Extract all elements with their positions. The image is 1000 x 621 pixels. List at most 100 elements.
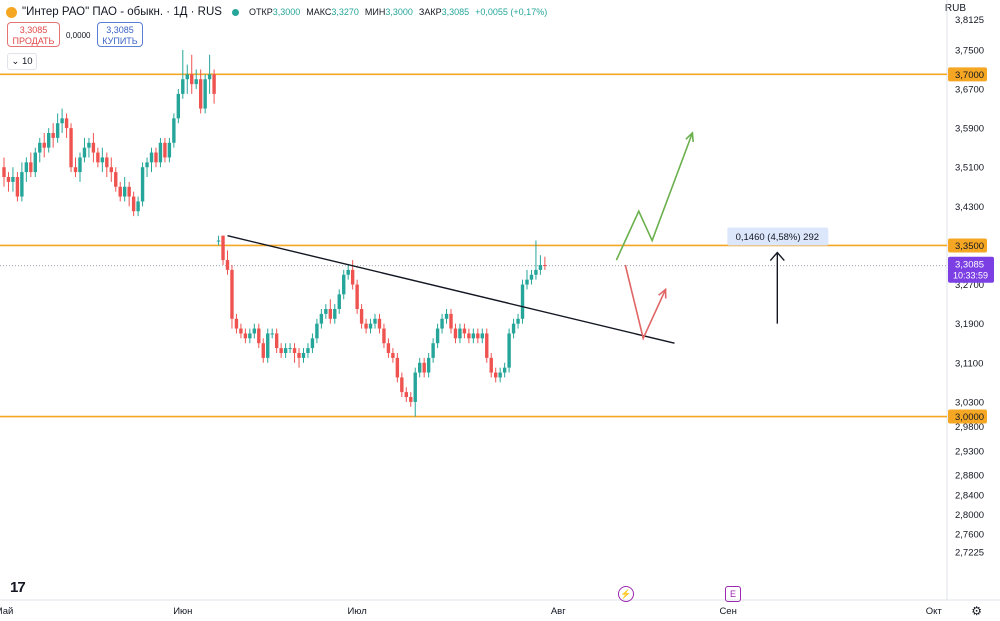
candle-body	[198, 79, 203, 109]
candle-body	[131, 196, 136, 212]
gear-icon[interactable]: ⚙	[971, 604, 982, 618]
candle-body	[87, 142, 91, 148]
candle-body	[47, 133, 51, 148]
y-tick-label: 2,9300	[955, 446, 984, 457]
calendar-icon[interactable]: E	[725, 586, 741, 602]
y-tick-label: 3,2700	[955, 280, 984, 291]
lightning-icon[interactable]: ⚡	[618, 586, 634, 602]
candle-body	[172, 118, 176, 143]
level-price-label: 3,3500	[955, 241, 984, 252]
candle-body	[538, 265, 543, 270]
chevron-down-icon: ⌄	[11, 56, 20, 67]
candle-body	[462, 328, 467, 334]
candle-body	[257, 328, 261, 344]
candle-body	[105, 157, 109, 168]
y-tick-label: 3,0300	[955, 397, 984, 408]
candle-body	[444, 313, 449, 319]
candle-body	[534, 269, 538, 275]
countdown-label: 10:33:59	[953, 271, 988, 281]
candle-body	[333, 309, 337, 319]
measure-label: 0,1460 (4,58%) 292	[736, 232, 819, 243]
candle-body	[382, 328, 386, 344]
spread-value: 0,0000	[66, 31, 91, 40]
currency-label[interactable]: RUB	[944, 3, 966, 14]
candle-body	[11, 177, 15, 182]
candle-body	[270, 333, 274, 335]
candle-body	[395, 357, 400, 378]
tradingview-logo: 17	[10, 579, 26, 596]
level-price-label: 3,7000	[955, 70, 984, 81]
trend-line	[227, 234, 675, 344]
candle-body	[404, 392, 408, 397]
candle-body	[328, 309, 333, 319]
candle-body	[529, 274, 534, 280]
last-price-tag	[948, 256, 994, 283]
candle-body	[453, 328, 458, 339]
candle-body	[292, 348, 297, 353]
candle-body	[418, 362, 422, 373]
y-tick-label: 2,8000	[955, 510, 984, 521]
level-price-tag	[948, 238, 987, 253]
candle-body	[440, 318, 444, 329]
candle-body	[24, 162, 29, 173]
candle-body	[310, 338, 315, 349]
ohlc-open: ОТКР3,3000	[248, 7, 301, 17]
measure-arrow-head	[769, 251, 785, 261]
candle-body	[185, 74, 189, 80]
candle-body	[422, 362, 426, 373]
candle-body	[33, 152, 37, 173]
y-tick-label: 3,1100	[955, 358, 983, 369]
candle-body	[342, 274, 346, 295]
candle-body	[163, 142, 167, 158]
candle-body	[207, 74, 212, 80]
measure-label-box	[727, 227, 829, 246]
candle-body	[467, 333, 471, 339]
candle-body	[386, 343, 391, 353]
indicator-toggle[interactable]: ⌄ 10	[7, 53, 37, 70]
y-tick-label: 2,7600	[955, 529, 984, 540]
candle-body	[498, 372, 502, 378]
candle-body	[64, 118, 69, 129]
market-status-icon	[231, 8, 239, 16]
candle-body	[167, 142, 172, 158]
candle-body	[507, 333, 511, 368]
sell-price: 3,3085	[19, 25, 48, 35]
level-price-tag	[948, 67, 987, 82]
x-tick-label: Окт	[926, 606, 943, 617]
candle-body	[516, 318, 520, 324]
candle-body	[494, 372, 498, 378]
x-tick-label: Июл	[347, 606, 366, 617]
ohlc-change: +0,0055 (+0,17%)	[475, 7, 548, 17]
candle-body	[449, 313, 453, 329]
candle-body	[51, 133, 55, 138]
y-tick-label: 2,9800	[955, 422, 984, 433]
candle-body	[274, 333, 279, 349]
y-tick-label: 2,8800	[955, 471, 984, 482]
candle-body	[315, 323, 319, 339]
ohlc-high: МАКС3,3270	[306, 7, 359, 17]
y-tick-label: 3,1900	[955, 319, 984, 330]
bearish-scenario-arrow-head	[658, 287, 667, 299]
candle-body	[364, 323, 368, 329]
candle-body	[127, 186, 131, 197]
candle-body	[60, 118, 64, 124]
candle-body	[38, 142, 42, 153]
candle-body	[426, 357, 431, 373]
candle-body	[543, 265, 547, 266]
candle-body	[100, 157, 105, 163]
buy-price: 3,3085	[106, 25, 134, 35]
buy-button[interactable]: 3,3085 КУПИТЬ	[97, 22, 143, 47]
y-tick-label: 2,8400	[955, 490, 984, 501]
candle-body	[118, 186, 122, 197]
candle-body	[109, 167, 113, 173]
candle-body	[190, 74, 194, 85]
sell-button[interactable]: 3,3085 ПРОДАТЬ	[7, 22, 60, 47]
candle-body	[145, 162, 149, 168]
company-logo-icon	[6, 6, 17, 18]
candle-body	[355, 284, 359, 309]
candle-body	[158, 142, 163, 163]
candle-body	[225, 260, 230, 270]
symbol-title[interactable]: "Интер РАО" ПАО - обыкн. · 1Д · RUS	[22, 6, 222, 18]
candle-body	[73, 167, 78, 173]
